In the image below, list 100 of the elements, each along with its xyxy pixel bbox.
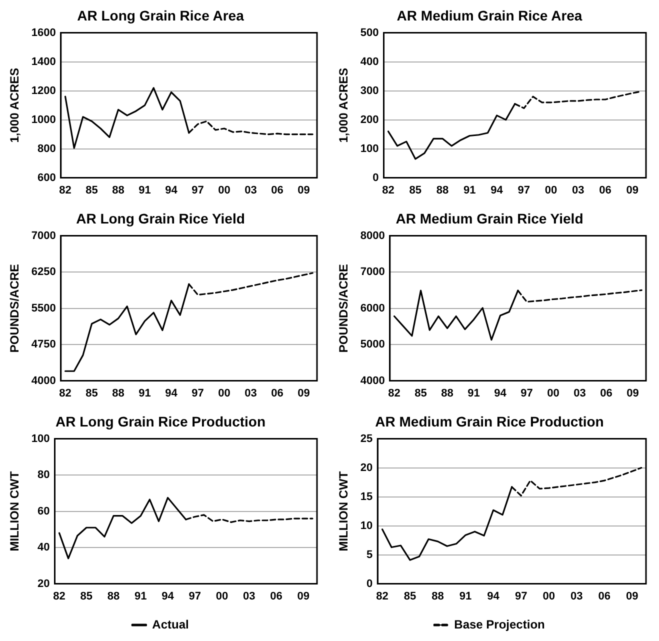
y-tick-label: 7000 [360,266,385,278]
x-tick-label: 06 [600,387,612,400]
y-tick-label: 0 [372,172,379,184]
x-tick-label: 06 [271,184,284,196]
x-tick-label: 91 [138,184,151,196]
y-tick-label: 40 [38,542,50,554]
x-tick-label: 09 [297,590,310,602]
x-tick-label: 00 [547,387,560,400]
x-tick-label: 00 [542,590,555,602]
x-tick-label: 91 [459,590,472,602]
x-tick-label: 09 [626,590,638,602]
x-tick-label: 00 [218,387,230,400]
x-tick-label: 97 [188,590,202,602]
y-tick-label: 500 [360,26,379,39]
y-axis-title: MILLION CWT [336,470,351,552]
x-tick-label: 97 [514,590,528,602]
y-tick-label: 6000 [360,302,385,314]
y-axis-title: 1,000 ACRES [336,68,351,143]
y-tick-label: 6250 [31,266,56,278]
y-tick-label: 5000 [360,338,385,351]
x-tick-label: 91 [138,387,151,400]
chart-title: AR Medium Grain Rice Yield [396,210,584,226]
x-tick-label: 97 [192,184,204,196]
legend-label: Base Projection [454,617,545,632]
y-tick-label: 4750 [31,338,56,351]
y-axis-title: POUNDS/ACRE [8,264,22,353]
x-tick-label: 94 [162,590,175,602]
y-tick-label: 4000 [31,374,56,387]
chart-title: AR Long Grain Rice Yield [76,210,245,226]
y-tick-label: 0 [366,578,373,590]
x-tick-label: 91 [468,387,480,400]
x-tick-label: 94 [165,387,178,400]
x-tick-label: 82 [59,184,72,196]
y-axis-title: MILLION CWT [8,470,22,552]
x-tick-label: 97 [520,387,533,400]
y-tick-label: 60 [38,505,50,518]
x-tick-label: 06 [598,590,610,602]
x-tick-label: 88 [432,590,444,602]
x-tick-label: 09 [626,184,639,196]
x-tick-label: 85 [86,184,98,196]
x-tick-label: 88 [107,590,120,602]
x-tick-label: 82 [53,590,66,602]
x-tick-label: 85 [86,387,98,400]
x-tick-label: 03 [572,184,584,196]
x-tick-label: 91 [134,590,147,602]
y-tick-label: 200 [360,114,379,126]
x-tick-label: 88 [112,184,124,196]
chart-title: AR Medium Grain Rice Area [396,7,582,24]
x-tick-label: 88 [112,387,124,400]
x-tick-label: 00 [544,184,558,196]
y-tick-label: 20 [360,462,373,474]
x-tick-label: 82 [382,184,394,196]
x-tick-label: 09 [298,184,310,196]
y-axis-title: POUNDS/ACRE [336,264,351,353]
x-tick-label: 06 [270,590,282,602]
x-tick-label: 88 [441,387,454,400]
y-tick-label: 10 [360,520,373,532]
x-tick-label: 94 [490,184,504,196]
x-tick-label: 88 [436,184,449,196]
x-tick-label: 03 [574,387,586,400]
chart-title: AR Medium Grain Rice Production [375,413,604,430]
y-tick-label: 100 [360,142,379,155]
y-tick-label: 8000 [360,230,385,242]
x-tick-label: 03 [243,590,256,602]
y-tick-label: 600 [38,172,56,184]
legend-label: Actual [152,617,189,632]
x-tick-label: 00 [218,184,230,196]
x-tick-label: 91 [464,184,476,196]
x-tick-label: 85 [409,184,422,196]
y-tick-label: 300 [360,84,379,97]
chart-title: AR Long Grain Rice Area [77,7,244,24]
y-tick-label: 1600 [31,26,56,39]
y-tick-label: 1200 [31,84,56,97]
x-tick-label: 82 [388,387,400,400]
y-tick-label: 7000 [31,230,56,242]
x-tick-label: 94 [487,590,500,602]
x-tick-label: 09 [626,387,639,400]
y-tick-label: 1000 [31,114,56,126]
x-tick-label: 82 [376,590,388,602]
x-tick-label: 03 [570,590,583,602]
x-tick-label: 00 [216,590,228,602]
x-tick-label: 97 [518,184,530,196]
y-tick-label: 5 [366,548,373,561]
x-tick-label: 85 [80,590,93,602]
x-tick-label: 06 [271,387,284,400]
x-tick-label: 03 [244,387,257,400]
y-tick-label: 4000 [360,374,385,387]
x-tick-label: 85 [414,387,427,400]
x-tick-label: 94 [494,387,508,400]
x-tick-label: 97 [192,387,204,400]
y-tick-label: 400 [360,56,379,68]
x-tick-label: 82 [59,387,72,400]
y-tick-label: 5500 [31,302,56,314]
y-tick-label: 100 [31,432,50,445]
x-tick-label: 06 [599,184,612,196]
x-tick-label: 85 [404,590,416,602]
x-tick-label: 09 [298,387,310,400]
y-axis-title: 1,000 ACRES [8,68,22,143]
x-tick-label: 03 [244,184,257,196]
y-tick-label: 80 [38,469,50,482]
